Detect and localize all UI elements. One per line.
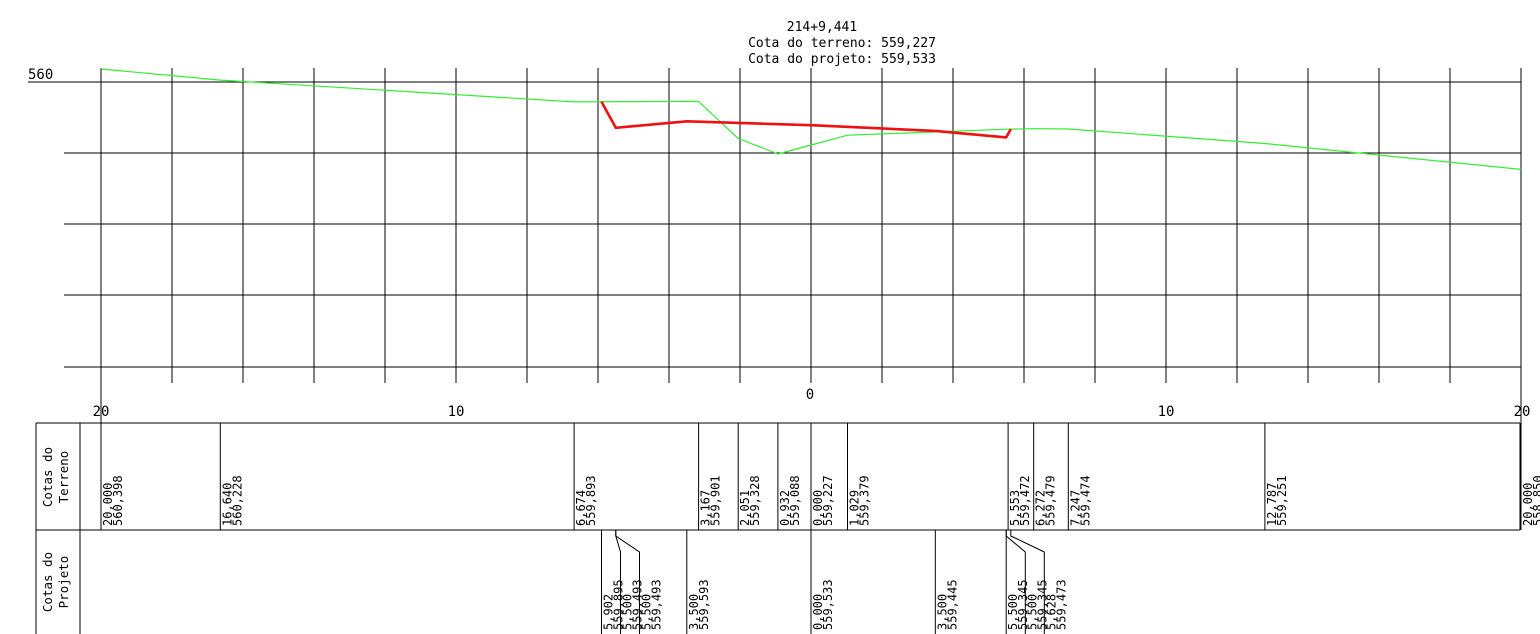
terrain-elevation: 559,479 (1044, 475, 1058, 526)
x-tick-label: 10 (448, 404, 465, 420)
station-annotation: 214+9,441 Cota do terreno: 559,227 Cota … (748, 20, 936, 67)
x-tick-label: 20 (93, 404, 110, 420)
y-tick-label: 560 (28, 67, 53, 83)
terrain-elevation: 559,088 (788, 475, 802, 526)
project-row-title-line: Cotas do (40, 552, 55, 612)
terrain-elevation: 559,379 (858, 475, 872, 526)
project-elevation: 559,445 (945, 579, 959, 630)
terrain-elevation: 559,472 (1018, 475, 1032, 526)
terrain-row-title-line: Terreno (56, 451, 71, 504)
terrain-row-title-line: Cotas do (40, 447, 55, 507)
x-tick-label: 10 (1158, 404, 1175, 420)
terrain-elevation: 560,228 (230, 475, 244, 526)
terrain-row-title: Cotas do Terreno (40, 447, 71, 507)
plot-grid (64, 68, 1521, 423)
project-elevation: 559,473 (1054, 579, 1068, 630)
project-row-title-line: Projeto (56, 556, 71, 609)
project-elevation: 559,533 (821, 579, 835, 630)
project-elevation-label: Cota do projeto: 559,533 (748, 52, 936, 67)
terrain-elevation: 559,893 (584, 475, 598, 526)
project-elevation: 559,593 (697, 579, 711, 630)
terrain-elevation: 559,474 (1078, 475, 1092, 526)
terrain-elevation: 559,901 (709, 475, 723, 526)
terrain-elevation: 560,398 (111, 475, 125, 526)
terrain-elevation-label: Cota do terreno: 559,227 (748, 36, 936, 51)
terrain-elevation: 559,227 (821, 475, 835, 526)
project-row-title: Cotas do Projeto (40, 552, 71, 612)
x-tick-label: 0 (806, 387, 814, 403)
station-label: 214+9,441 (787, 20, 857, 35)
elevation-table: Cotas do Terreno Cotas do Projeto 20,000… (36, 423, 1540, 634)
project-elevation: 559,493 (650, 579, 664, 630)
x-tick-label: 20 (1514, 404, 1531, 420)
terrain-elevation: 559,251 (1275, 475, 1289, 526)
terrain-elevation: 558,850 (1531, 475, 1540, 526)
project-profile-line (602, 102, 1011, 138)
terrain-elevation: 559,328 (748, 475, 762, 526)
x-tick-labels: 20 10 0 10 20 (93, 387, 1531, 420)
